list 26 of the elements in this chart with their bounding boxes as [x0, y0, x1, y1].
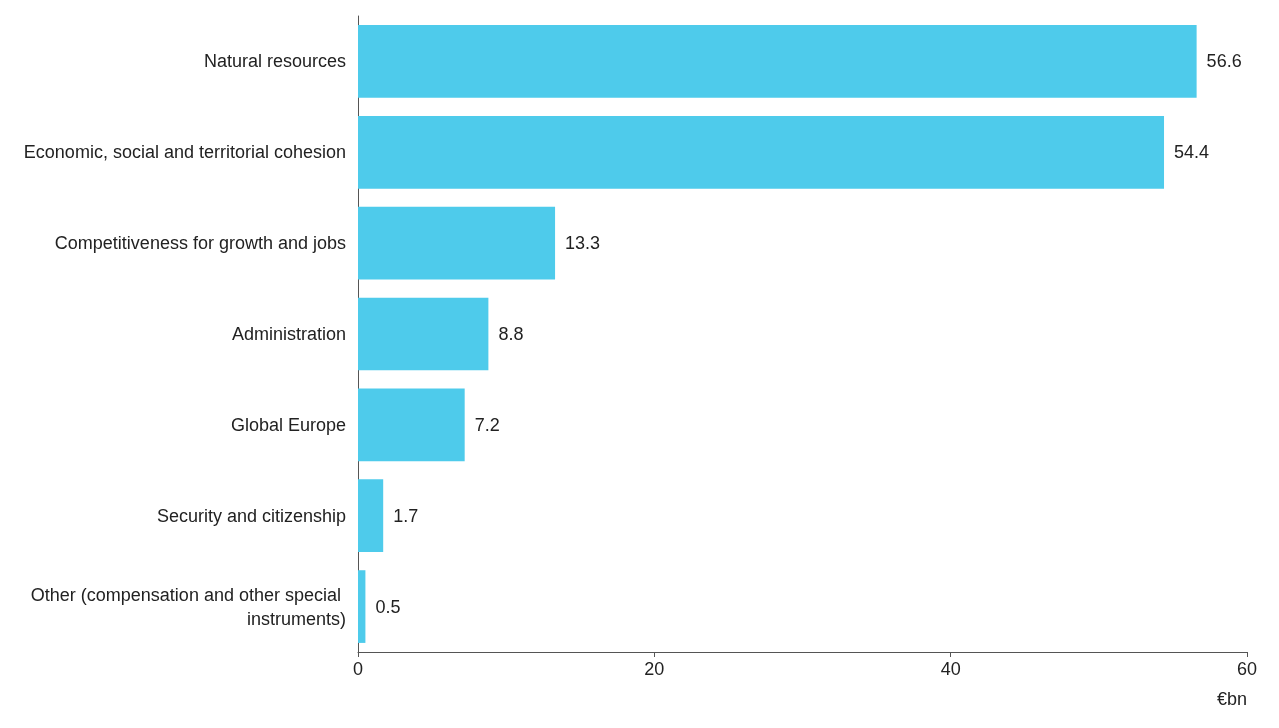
y-tick-label: Administration: [231, 324, 346, 344]
x-tick-label: 40: [940, 659, 961, 679]
data-label: 8.8: [498, 324, 524, 344]
data-label: 7.2: [474, 414, 500, 435]
y-tick-label: Economic, social and territorial cohesion: [23, 142, 346, 163]
bar: [358, 297, 489, 371]
y-tick-label: Global Europe: [230, 414, 346, 435]
x-tick-label: 0: [352, 659, 364, 679]
x-tick-label: 60: [1236, 659, 1258, 679]
y-tick-label: Natural resources: [203, 51, 346, 72]
bar: [358, 206, 556, 280]
y-tick-label: Security and citizenship: [156, 505, 346, 526]
bar: [358, 115, 1165, 189]
x-axis-title: €bn: [1216, 689, 1247, 709]
bar: [358, 479, 384, 553]
bar: [358, 388, 465, 462]
data-label: 56.6: [1206, 51, 1242, 72]
x-tick-label: 20: [644, 659, 665, 679]
bar: [358, 25, 1197, 98]
data-label: 1.7: [393, 505, 419, 526]
data-label: 0.5: [375, 596, 401, 617]
y-tick-label: Competitiveness for growth and jobs: [54, 233, 346, 254]
data-label: 13.3: [565, 233, 601, 254]
y-tick-label: Other (compensation and other special instruments): [30, 584, 346, 629]
bar: [358, 570, 366, 643]
data-label: 54.4: [1174, 142, 1210, 163]
